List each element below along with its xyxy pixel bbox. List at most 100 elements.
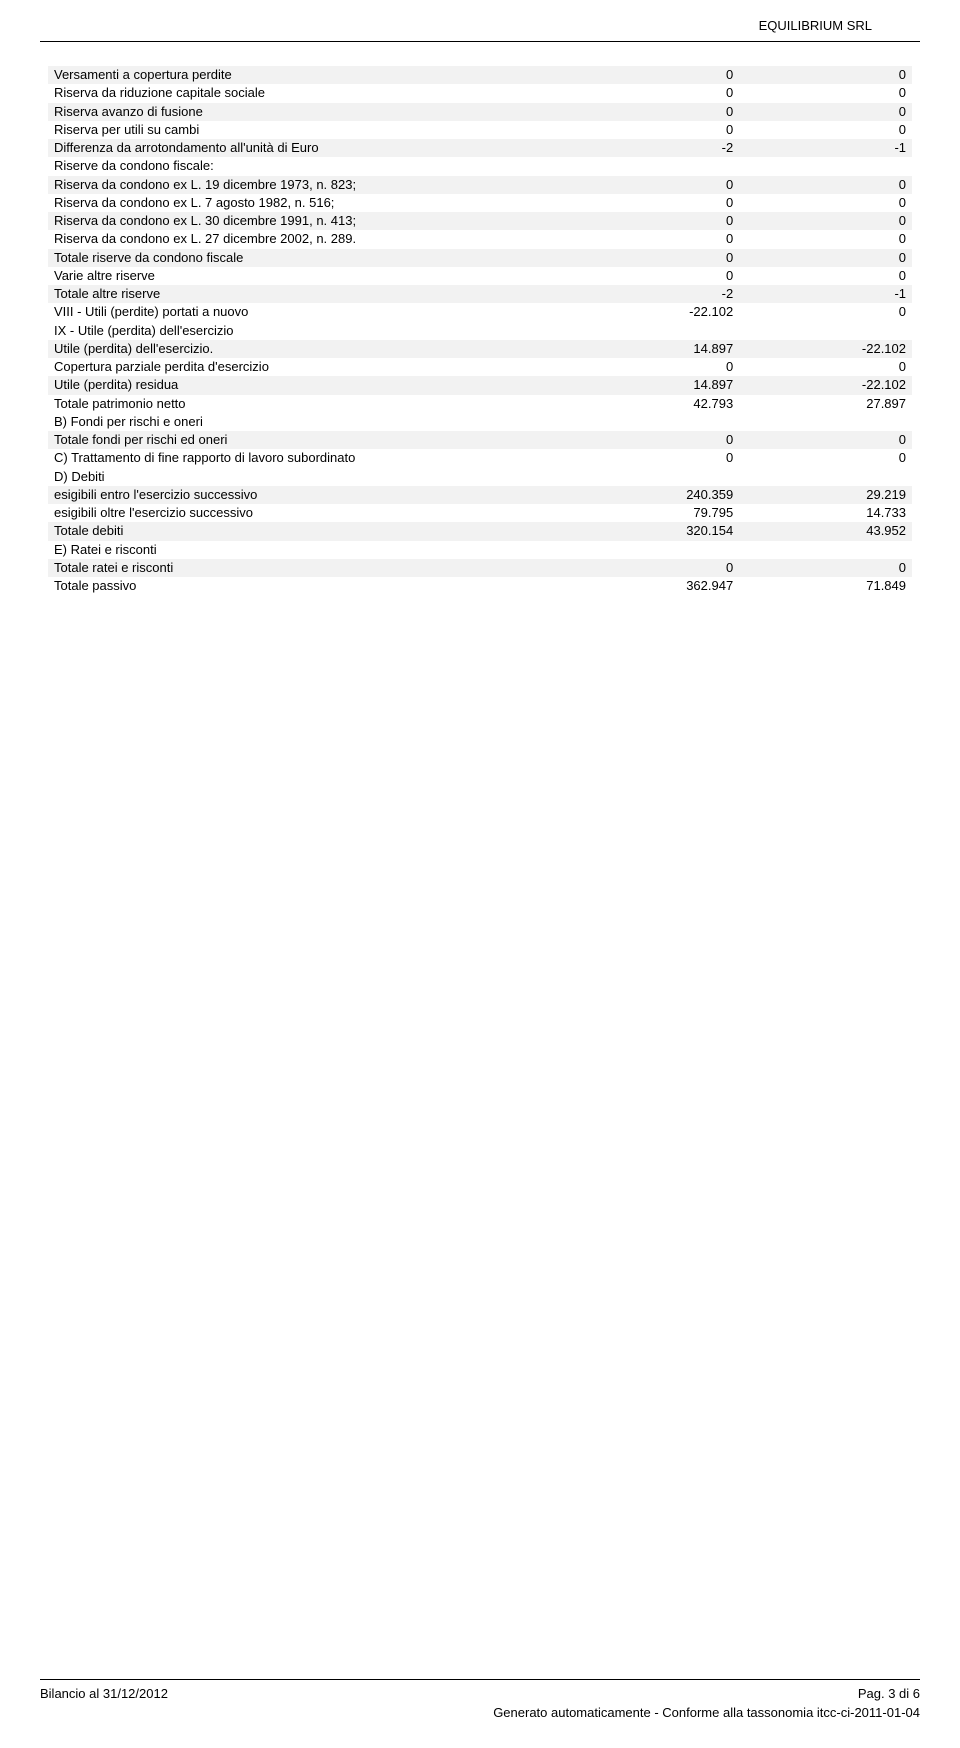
page-footer: Bilancio al 31/12/2012 Pag. 3 di 6 Gener… [40, 1679, 920, 1720]
table-row: Totale debiti320.15443.952 [48, 522, 912, 540]
row-label: Riserva da condono ex L. 27 dicembre 200… [48, 230, 566, 248]
row-label: Utile (perdita) residua [48, 376, 566, 394]
row-label: Riserve da condono fiscale: [48, 157, 566, 175]
row-value-1: 0 [566, 358, 739, 376]
row-value-2 [739, 541, 912, 559]
row-value-1 [566, 413, 739, 431]
row-value-2: 0 [739, 212, 912, 230]
row-value-2 [739, 157, 912, 175]
table-row: VIII - Utili (perdite) portati a nuovo-2… [48, 303, 912, 321]
row-value-2 [739, 413, 912, 431]
row-label: Differenza da arrotondamento all'unità d… [48, 139, 566, 157]
row-value-1: 79.795 [566, 504, 739, 522]
row-label: VIII - Utili (perdite) portati a nuovo [48, 303, 566, 321]
row-label: Riserva avanzo di fusione [48, 103, 566, 121]
row-label: Totale passivo [48, 577, 566, 595]
row-value-1: 14.897 [566, 340, 739, 358]
row-label: Riserva da condono ex L. 19 dicembre 197… [48, 176, 566, 194]
table-row: IX - Utile (perdita) dell'esercizio [48, 322, 912, 340]
row-value-2: 0 [739, 249, 912, 267]
row-label: Totale riserve da condono fiscale [48, 249, 566, 267]
row-label: Riserva per utili su cambi [48, 121, 566, 139]
row-value-1: 240.359 [566, 486, 739, 504]
row-label: Riserva da riduzione capitale sociale [48, 84, 566, 102]
table-row: Differenza da arrotondamento all'unità d… [48, 139, 912, 157]
row-value-1 [566, 541, 739, 559]
row-value-1: -2 [566, 285, 739, 303]
row-value-2: 0 [739, 84, 912, 102]
row-label: esigibili oltre l'esercizio successivo [48, 504, 566, 522]
table-row: esigibili oltre l'esercizio successivo79… [48, 504, 912, 522]
row-value-2: 0 [739, 358, 912, 376]
row-value-2: -1 [739, 285, 912, 303]
page-header: EQUILIBRIUM SRL [40, 0, 920, 42]
table-row: Riserva da condono ex L. 27 dicembre 200… [48, 230, 912, 248]
table-row: Totale altre riserve-2-1 [48, 285, 912, 303]
row-label: Riserva da condono ex L. 30 dicembre 199… [48, 212, 566, 230]
row-value-2: 0 [739, 431, 912, 449]
table-row: D) Debiti [48, 468, 912, 486]
row-label: C) Trattamento di fine rapporto di lavor… [48, 449, 566, 467]
row-value-1: 0 [566, 176, 739, 194]
table-row: Totale fondi per rischi ed oneri00 [48, 431, 912, 449]
row-label: Riserva da condono ex L. 7 agosto 1982, … [48, 194, 566, 212]
row-value-1: 0 [566, 431, 739, 449]
row-value-1: 42.793 [566, 395, 739, 413]
row-value-1: 0 [566, 230, 739, 248]
row-value-2: 43.952 [739, 522, 912, 540]
table-row: Totale patrimonio netto42.79327.897 [48, 395, 912, 413]
row-value-2: 0 [739, 559, 912, 577]
row-label: IX - Utile (perdita) dell'esercizio [48, 322, 566, 340]
row-value-2: 27.897 [739, 395, 912, 413]
table-row: C) Trattamento di fine rapporto di lavor… [48, 449, 912, 467]
row-label: B) Fondi per rischi e oneri [48, 413, 566, 431]
row-value-2: 0 [739, 449, 912, 467]
row-value-1 [566, 468, 739, 486]
row-value-1: -2 [566, 139, 739, 157]
row-label: D) Debiti [48, 468, 566, 486]
row-value-2: 0 [739, 66, 912, 84]
row-label: esigibili entro l'esercizio successivo [48, 486, 566, 504]
row-label: Utile (perdita) dell'esercizio. [48, 340, 566, 358]
row-value-1: 14.897 [566, 376, 739, 394]
row-value-2: 0 [739, 303, 912, 321]
row-value-2: 29.219 [739, 486, 912, 504]
row-value-1: 362.947 [566, 577, 739, 595]
table-row: Utile (perdita) dell'esercizio.14.897-22… [48, 340, 912, 358]
row-value-2: 14.733 [739, 504, 912, 522]
row-value-1: 0 [566, 559, 739, 577]
row-label: Varie altre riserve [48, 267, 566, 285]
row-value-2: -22.102 [739, 340, 912, 358]
row-value-1: 0 [566, 121, 739, 139]
financial-table: Versamenti a copertura perdite00Riserva … [48, 66, 912, 595]
table-row: E) Ratei e risconti [48, 541, 912, 559]
table-row: Riserva da riduzione capitale sociale00 [48, 84, 912, 102]
row-value-1: 0 [566, 103, 739, 121]
row-label: Totale debiti [48, 522, 566, 540]
row-value-1: 0 [566, 212, 739, 230]
content: Versamenti a copertura perdite00Riserva … [0, 42, 960, 595]
table-row: B) Fondi per rischi e oneri [48, 413, 912, 431]
row-label: Totale patrimonio netto [48, 395, 566, 413]
table-row: Riserva da condono ex L. 7 agosto 1982, … [48, 194, 912, 212]
table-row: Copertura parziale perdita d'esercizio00 [48, 358, 912, 376]
row-value-1: 0 [566, 249, 739, 267]
row-label: Totale ratei e risconti [48, 559, 566, 577]
table-row: Totale passivo362.94771.849 [48, 577, 912, 595]
row-value-2: -1 [739, 139, 912, 157]
row-value-2: 71.849 [739, 577, 912, 595]
row-value-2: 0 [739, 267, 912, 285]
row-label: E) Ratei e risconti [48, 541, 566, 559]
row-value-1: 0 [566, 66, 739, 84]
row-value-1 [566, 157, 739, 175]
company-name: EQUILIBRIUM SRL [759, 18, 872, 33]
table-row: Riserva da condono ex L. 19 dicembre 197… [48, 176, 912, 194]
row-value-2: 0 [739, 103, 912, 121]
table-row: Totale riserve da condono fiscale00 [48, 249, 912, 267]
table-row: esigibili entro l'esercizio successivo24… [48, 486, 912, 504]
row-value-2: 0 [739, 230, 912, 248]
row-label: Totale fondi per rischi ed oneri [48, 431, 566, 449]
footer-date: Bilancio al 31/12/2012 [40, 1686, 168, 1701]
row-value-2: 0 [739, 194, 912, 212]
table-row: Utile (perdita) residua14.897-22.102 [48, 376, 912, 394]
